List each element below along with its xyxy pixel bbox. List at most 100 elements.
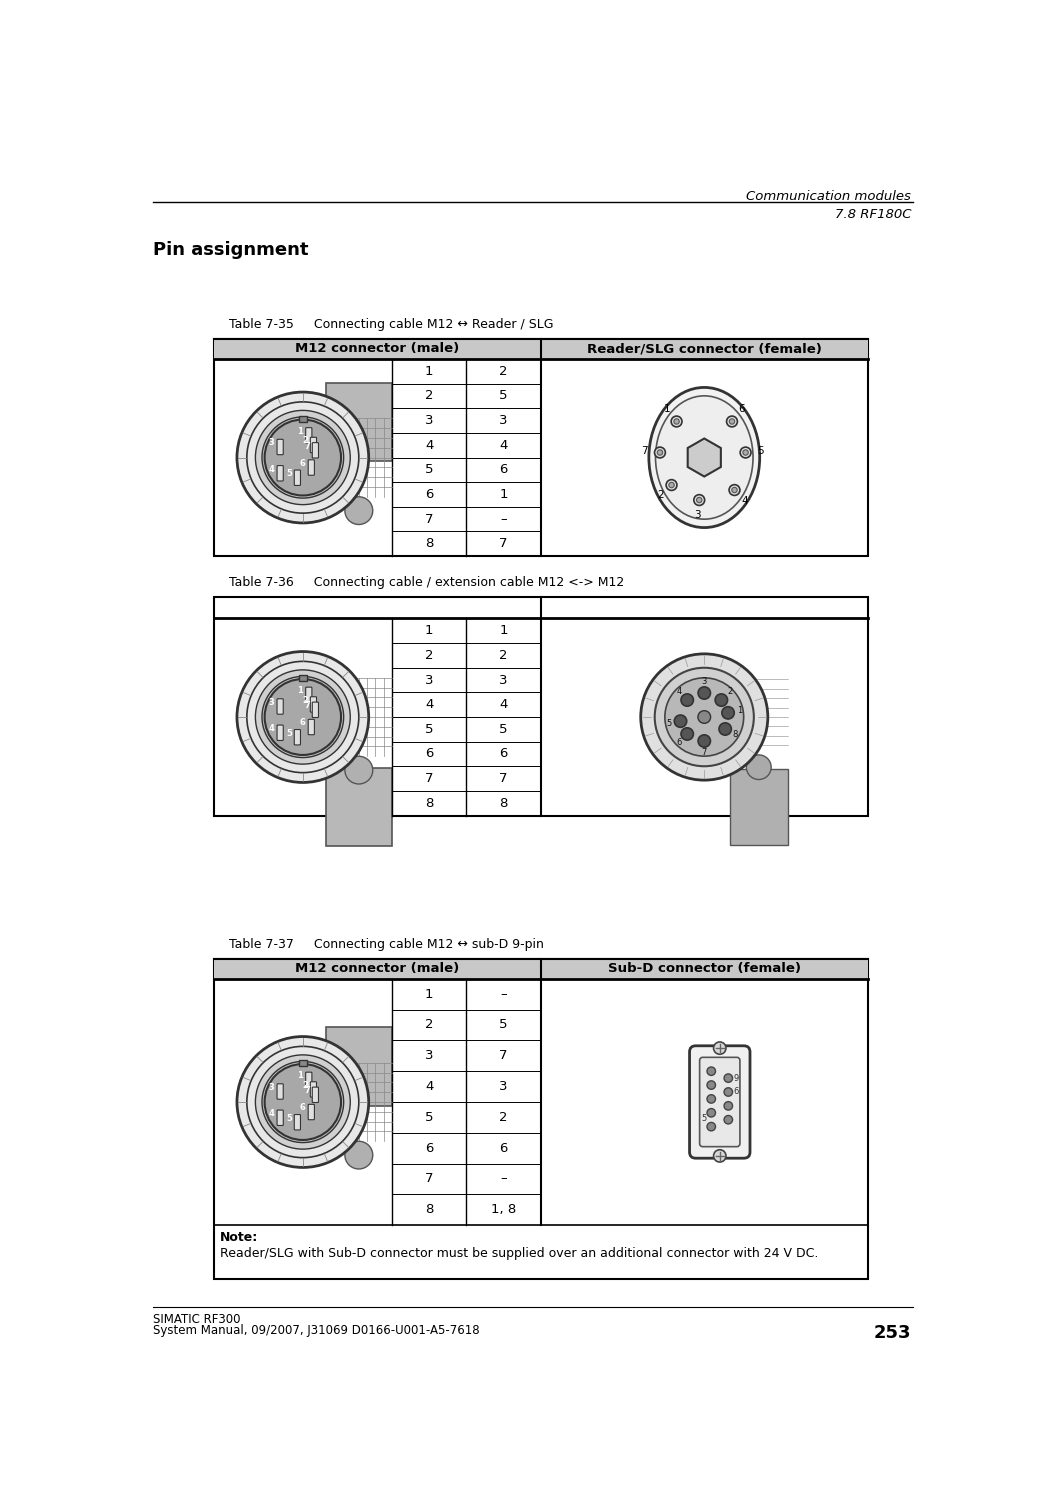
Circle shape (724, 1102, 732, 1111)
Circle shape (707, 1094, 716, 1103)
Circle shape (237, 392, 369, 524)
FancyBboxPatch shape (277, 1083, 283, 1099)
Circle shape (743, 450, 749, 456)
Text: 8: 8 (425, 797, 434, 810)
Circle shape (697, 498, 702, 502)
FancyBboxPatch shape (310, 1082, 316, 1097)
Text: 1: 1 (297, 427, 304, 436)
Text: 2: 2 (499, 365, 508, 377)
Text: –: – (500, 988, 506, 1000)
Text: 3: 3 (425, 673, 434, 687)
FancyBboxPatch shape (310, 697, 316, 712)
Circle shape (698, 687, 710, 699)
Text: 3: 3 (425, 1049, 434, 1062)
Text: 1, 8: 1, 8 (491, 1203, 516, 1216)
Text: 3: 3 (694, 510, 701, 521)
Circle shape (264, 1064, 341, 1139)
Circle shape (732, 487, 737, 493)
Text: –: – (500, 513, 506, 525)
FancyBboxPatch shape (308, 720, 314, 735)
Text: 7: 7 (499, 537, 508, 551)
Circle shape (698, 735, 710, 747)
Circle shape (256, 670, 350, 764)
Bar (213, 958, 541, 979)
Bar (213, 958, 867, 1280)
FancyBboxPatch shape (312, 1086, 318, 1103)
Circle shape (256, 1055, 350, 1150)
FancyBboxPatch shape (294, 1115, 301, 1130)
Text: 5: 5 (425, 1111, 434, 1124)
Circle shape (713, 1150, 726, 1162)
Text: 2: 2 (425, 1019, 434, 1032)
Text: 1: 1 (425, 365, 434, 377)
Circle shape (740, 447, 751, 457)
Circle shape (262, 1061, 343, 1142)
FancyBboxPatch shape (306, 1073, 312, 1088)
Text: 6: 6 (425, 1142, 434, 1154)
Bar (213, 598, 867, 815)
Text: 7: 7 (304, 702, 310, 711)
Text: 3: 3 (425, 413, 434, 427)
Text: 6: 6 (499, 1142, 508, 1154)
Text: 2: 2 (656, 490, 664, 499)
Circle shape (707, 1123, 716, 1130)
Text: 4: 4 (499, 699, 508, 711)
Bar (326, 1028, 392, 1106)
Text: 5: 5 (425, 463, 434, 477)
Circle shape (747, 754, 771, 780)
Text: 5: 5 (286, 469, 292, 478)
Polygon shape (687, 439, 721, 477)
Text: Communication modules: Communication modules (747, 190, 911, 204)
Text: 7: 7 (304, 1086, 310, 1096)
Text: 4: 4 (425, 699, 434, 711)
Circle shape (264, 420, 341, 495)
Circle shape (345, 756, 372, 785)
FancyBboxPatch shape (690, 1046, 750, 1159)
Circle shape (666, 480, 677, 490)
Text: Table 7-35     Connecting cable M12 ↔ Reader / SLG: Table 7-35 Connecting cable M12 ↔ Reader… (229, 318, 553, 330)
Text: Table 7-36     Connecting cable / extension cable M12 <-> M12: Table 7-36 Connecting cable / extension … (229, 576, 624, 589)
Bar (298, 415, 307, 423)
Bar (541, 340, 867, 359)
Text: 6: 6 (425, 747, 434, 761)
Text: 8: 8 (425, 1203, 434, 1216)
Text: M12 connector (male): M12 connector (male) (295, 343, 460, 356)
Circle shape (641, 653, 768, 780)
FancyBboxPatch shape (700, 1058, 739, 1147)
Circle shape (237, 1037, 369, 1168)
Text: Reader/SLG with Sub-D connector must be supplied over an additional connector wi: Reader/SLG with Sub-D connector must be … (219, 1246, 818, 1260)
Text: 1: 1 (425, 988, 434, 1000)
Text: 4: 4 (269, 1109, 275, 1118)
Text: 8: 8 (499, 797, 508, 810)
Text: 1: 1 (297, 1071, 304, 1080)
Text: 2: 2 (425, 649, 434, 662)
FancyBboxPatch shape (277, 699, 283, 714)
Text: 6: 6 (300, 718, 306, 727)
Text: 5: 5 (425, 723, 434, 736)
Text: Sub-D connector (female): Sub-D connector (female) (607, 963, 801, 975)
Text: 7: 7 (499, 1049, 508, 1062)
Text: System Manual, 09/2007, J31069 D0166-U001-A5-7618: System Manual, 09/2007, J31069 D0166-U00… (153, 1323, 479, 1337)
FancyBboxPatch shape (312, 702, 318, 717)
Text: 7: 7 (702, 748, 707, 758)
Text: –: – (500, 1172, 506, 1186)
Circle shape (264, 679, 341, 754)
Bar (326, 768, 392, 847)
Circle shape (722, 706, 734, 718)
Circle shape (719, 723, 731, 735)
Text: 3: 3 (269, 438, 275, 447)
Text: 2: 2 (302, 1080, 308, 1089)
Text: 8: 8 (732, 730, 738, 739)
Text: 2: 2 (727, 688, 732, 696)
FancyBboxPatch shape (277, 724, 283, 741)
Text: 1: 1 (425, 625, 434, 637)
FancyBboxPatch shape (306, 687, 312, 703)
Text: Note:: Note: (219, 1231, 258, 1245)
Circle shape (681, 694, 694, 706)
Bar (326, 383, 392, 462)
Circle shape (707, 1067, 716, 1076)
Text: 7: 7 (641, 445, 648, 456)
Circle shape (674, 420, 679, 424)
Circle shape (698, 711, 710, 723)
Circle shape (727, 416, 737, 427)
